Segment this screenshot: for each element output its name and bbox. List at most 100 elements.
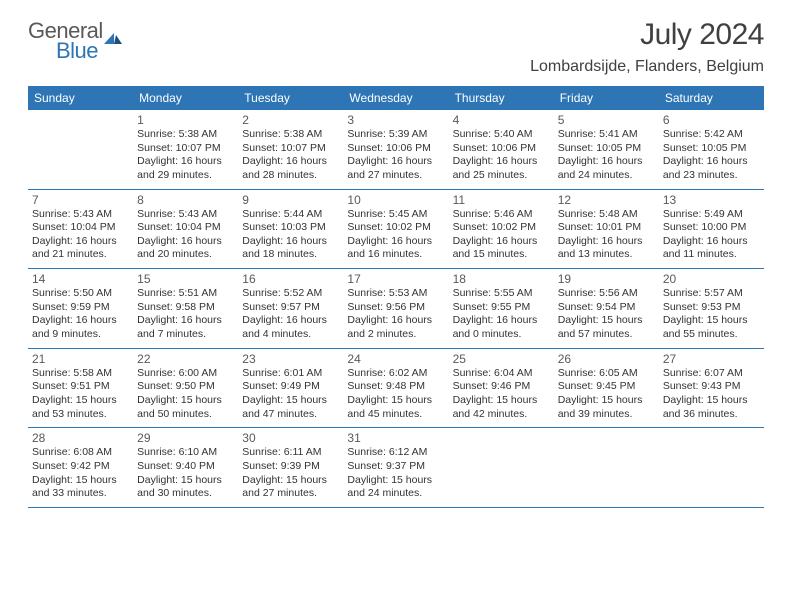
day-number: 4 (453, 113, 550, 127)
day-detail-line: and 25 minutes. (453, 169, 550, 183)
day-cell: 24Sunrise: 6:02 AMSunset: 9:48 PMDayligh… (343, 349, 448, 428)
day-cell: 20Sunrise: 5:57 AMSunset: 9:53 PMDayligh… (659, 269, 764, 348)
day-detail-line: Sunrise: 6:00 AM (137, 367, 234, 381)
day-detail-line: and 23 minutes. (663, 169, 760, 183)
day-number: 19 (558, 272, 655, 286)
day-detail-line: Sunset: 9:48 PM (347, 380, 444, 394)
day-detail-line: Sunrise: 5:39 AM (347, 128, 444, 142)
day-number: 27 (663, 352, 760, 366)
day-number: 1 (137, 113, 234, 127)
day-cell: 19Sunrise: 5:56 AMSunset: 9:54 PMDayligh… (554, 269, 659, 348)
day-cell: 12Sunrise: 5:48 AMSunset: 10:01 PMDaylig… (554, 190, 659, 269)
day-detail-line: and 20 minutes. (137, 248, 234, 262)
day-detail-line: Sunrise: 6:11 AM (242, 446, 339, 460)
day-detail-line: Sunrise: 5:52 AM (242, 287, 339, 301)
day-detail-line: Daylight: 16 hours (663, 235, 760, 249)
day-detail-line: Sunrise: 6:10 AM (137, 446, 234, 460)
day-cell: 30Sunrise: 6:11 AMSunset: 9:39 PMDayligh… (238, 428, 343, 507)
day-detail-line: and 36 minutes. (663, 408, 760, 422)
day-detail-line: and 24 minutes. (558, 169, 655, 183)
day-cell: 23Sunrise: 6:01 AMSunset: 9:49 PMDayligh… (238, 349, 343, 428)
title-block: July 2024 Lombardsijde, Flanders, Belgiu… (530, 18, 764, 76)
day-detail-line: Sunrise: 5:43 AM (32, 208, 129, 222)
day-cell: 31Sunrise: 6:12 AMSunset: 9:37 PMDayligh… (343, 428, 448, 507)
day-detail-line: Sunrise: 5:50 AM (32, 287, 129, 301)
day-detail-line: Daylight: 15 hours (242, 474, 339, 488)
day-number: 30 (242, 431, 339, 445)
day-cell: 17Sunrise: 5:53 AMSunset: 9:56 PMDayligh… (343, 269, 448, 348)
day-detail-line: Sunset: 10:07 PM (137, 142, 234, 156)
dow-cell: Friday (554, 86, 659, 110)
day-detail-line: Daylight: 16 hours (347, 235, 444, 249)
day-detail-line: and 15 minutes. (453, 248, 550, 262)
day-detail-line: Sunrise: 5:42 AM (663, 128, 760, 142)
day-number: 21 (32, 352, 129, 366)
location: Lombardsijde, Flanders, Belgium (530, 58, 764, 76)
logo-mark-icon (104, 30, 122, 44)
day-detail-line: Sunset: 9:49 PM (242, 380, 339, 394)
day-detail-line: Sunset: 9:46 PM (453, 380, 550, 394)
day-detail-line: and 47 minutes. (242, 408, 339, 422)
day-detail-line: Sunset: 10:05 PM (558, 142, 655, 156)
day-detail-line: Daylight: 16 hours (663, 155, 760, 169)
day-detail-line: Sunset: 9:50 PM (137, 380, 234, 394)
day-detail-line: and 7 minutes. (137, 328, 234, 342)
weeks: 1Sunrise: 5:38 AMSunset: 10:07 PM Dayligh… (28, 110, 764, 508)
calendar: SundayMondayTuesdayWednesdayThursdayFrid… (28, 86, 764, 508)
day-detail-line: Sunset: 10:04 PM (137, 221, 234, 235)
day-cell: 1Sunrise: 5:38 AMSunset: 10:07 PMDayligh… (133, 110, 238, 189)
day-number: 11 (453, 193, 550, 207)
day-detail-line: Sunrise: 5:38 AM (137, 128, 234, 142)
day-detail-line: and 27 minutes. (242, 487, 339, 501)
day-number: 10 (347, 193, 444, 207)
day-detail-line: Sunset: 9:55 PM (453, 301, 550, 315)
day-number: 23 (242, 352, 339, 366)
day-number: 29 (137, 431, 234, 445)
header: GeneralBlue July 2024 Lombardsijde, Flan… (28, 18, 764, 76)
day-detail-line: Daylight: 15 hours (347, 394, 444, 408)
day-cell: 3Sunrise: 5:39 AMSunset: 10:06 PMDayligh… (343, 110, 448, 189)
day-detail-line: Daylight: 16 hours (558, 235, 655, 249)
day-cell: 18Sunrise: 5:55 AMSunset: 9:55 PMDayligh… (449, 269, 554, 348)
dow-cell: Wednesday (343, 86, 448, 110)
day-detail-line: and 27 minutes. (347, 169, 444, 183)
day-number: 7 (32, 193, 129, 207)
day-detail-line: Daylight: 15 hours (32, 474, 129, 488)
day-detail-line: and 53 minutes. (32, 408, 129, 422)
day-detail-line: Daylight: 16 hours (137, 235, 234, 249)
day-cell: 10Sunrise: 5:45 AMSunset: 10:02 PMDaylig… (343, 190, 448, 269)
day-detail-line: Sunset: 10:00 PM (663, 221, 760, 235)
day-detail-line: and 11 minutes. (663, 248, 760, 262)
day-detail-line: and 57 minutes. (558, 328, 655, 342)
day-detail-line: Daylight: 16 hours (242, 314, 339, 328)
day-detail-line: and 30 minutes. (137, 487, 234, 501)
day-detail-line: Sunset: 9:58 PM (137, 301, 234, 315)
month-year: July 2024 (530, 18, 764, 52)
day-cell: 16Sunrise: 5:52 AMSunset: 9:57 PMDayligh… (238, 269, 343, 348)
calendar-page: GeneralBlue July 2024 Lombardsijde, Flan… (0, 0, 792, 612)
dow-cell: Monday (133, 86, 238, 110)
day-number: 3 (347, 113, 444, 127)
day-detail-line: Sunrise: 6:02 AM (347, 367, 444, 381)
day-detail-line: Daylight: 16 hours (558, 155, 655, 169)
day-number: 15 (137, 272, 234, 286)
day-detail-line: Sunset: 9:45 PM (558, 380, 655, 394)
day-detail-line: Sunrise: 5:55 AM (453, 287, 550, 301)
day-cell: 5Sunrise: 5:41 AMSunset: 10:05 PMDayligh… (554, 110, 659, 189)
day-number: 12 (558, 193, 655, 207)
day-number: 17 (347, 272, 444, 286)
day-cell-empty (659, 428, 764, 507)
day-detail-line: Daylight: 15 hours (558, 394, 655, 408)
week-row: 7Sunrise: 5:43 AMSunset: 10:04 PMDayligh… (28, 190, 764, 270)
day-detail-line: Sunrise: 5:45 AM (347, 208, 444, 222)
day-cell-empty (449, 428, 554, 507)
day-cell: 29Sunrise: 6:10 AMSunset: 9:40 PMDayligh… (133, 428, 238, 507)
day-detail-line: and 39 minutes. (558, 408, 655, 422)
day-detail-line: and 33 minutes. (32, 487, 129, 501)
day-detail-line: Sunset: 9:51 PM (32, 380, 129, 394)
week-row: 14Sunrise: 5:50 AMSunset: 9:59 PMDayligh… (28, 269, 764, 349)
day-number: 8 (137, 193, 234, 207)
day-detail-line: Daylight: 15 hours (137, 474, 234, 488)
day-number: 31 (347, 431, 444, 445)
day-detail-line: and 28 minutes. (242, 169, 339, 183)
